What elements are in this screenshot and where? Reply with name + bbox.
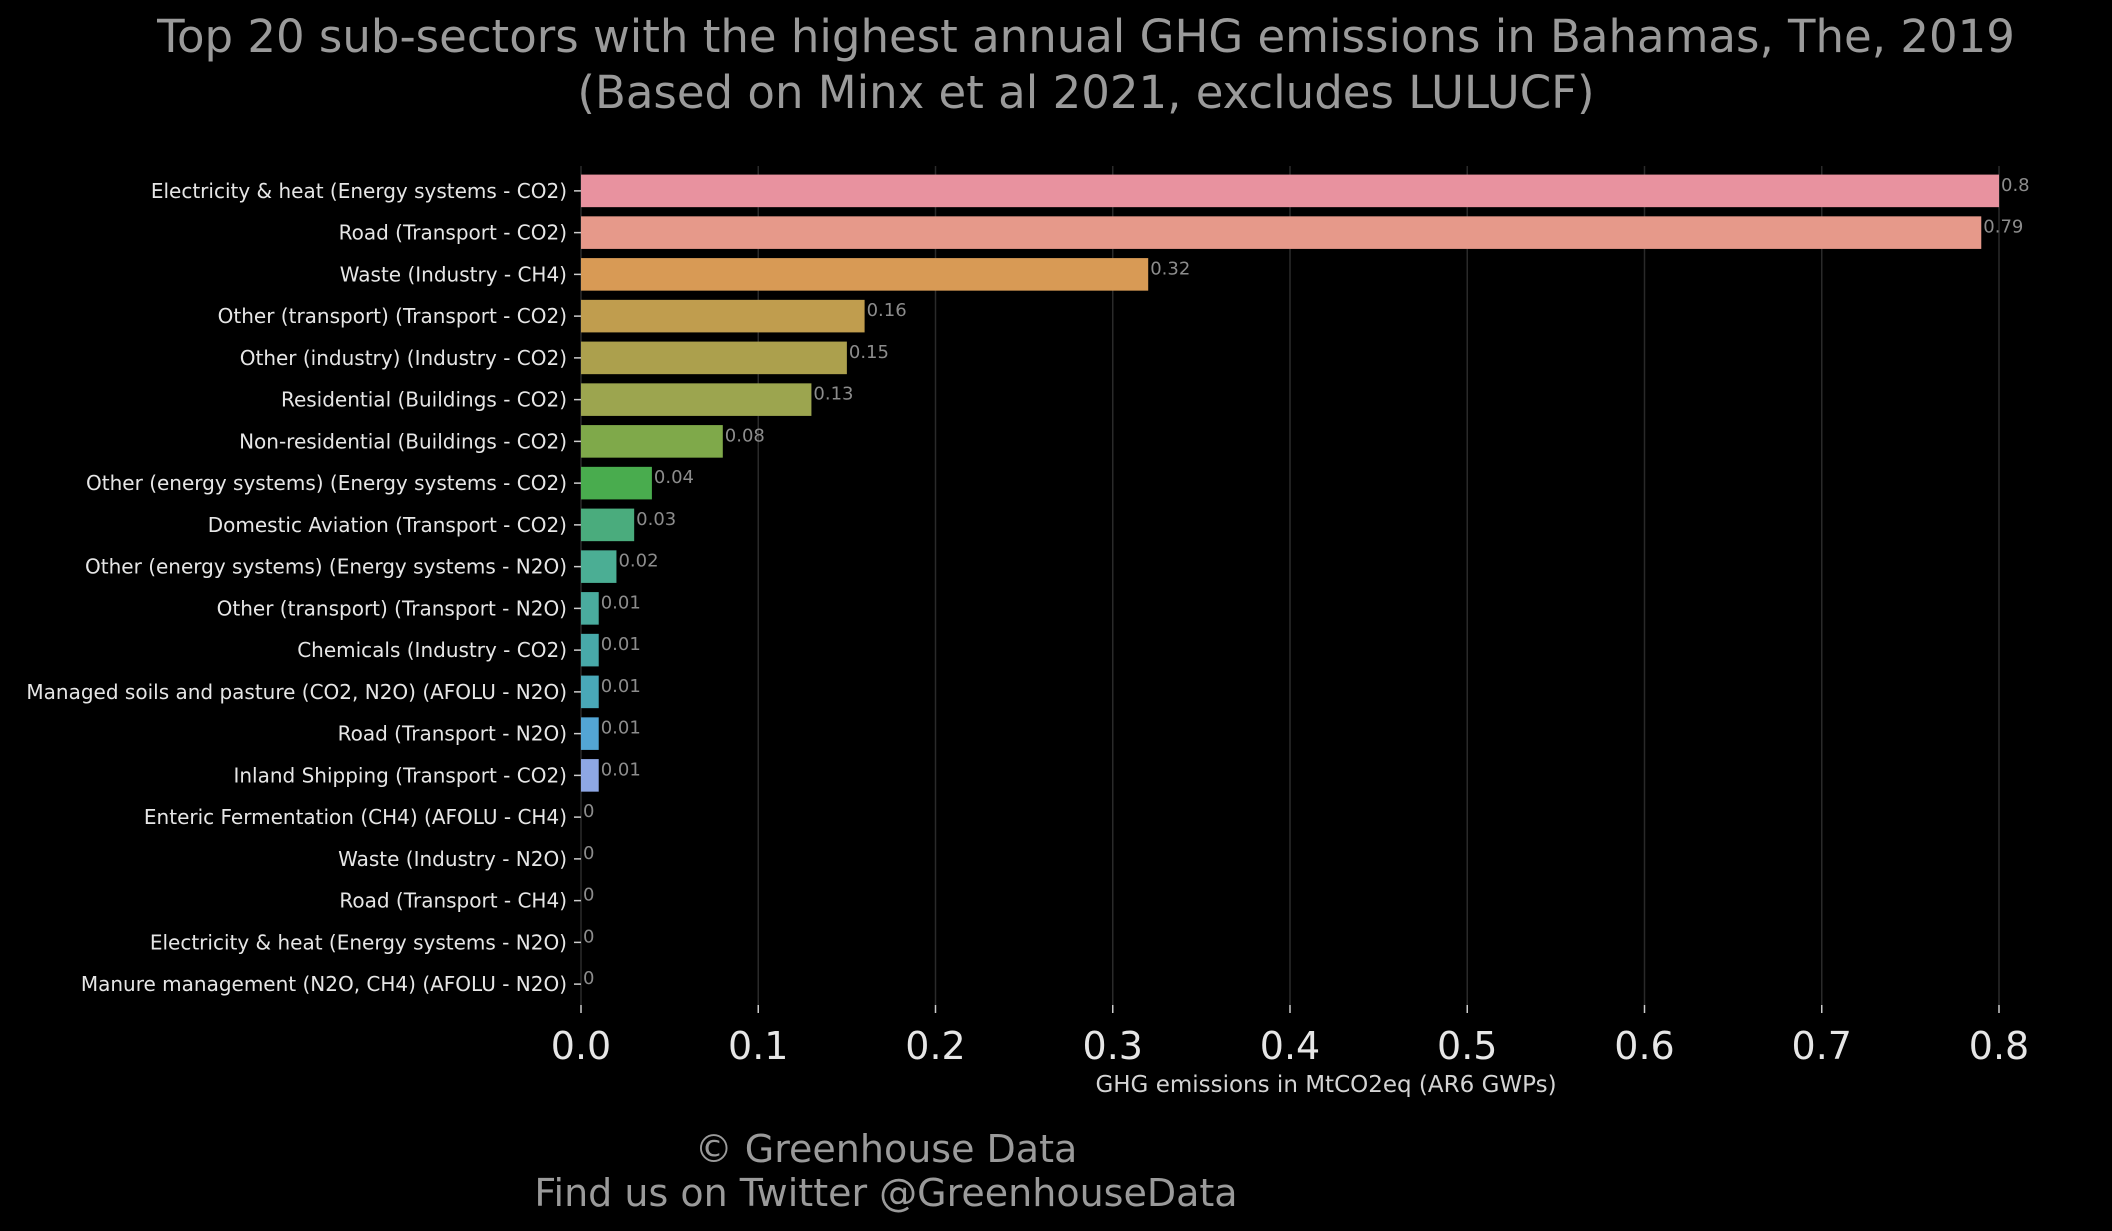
x-tick-label: 0.3 — [1083, 1024, 1143, 1068]
bar — [581, 717, 599, 750]
bar — [581, 299, 865, 333]
bar — [581, 341, 847, 375]
x-tick-label: 0.2 — [905, 1024, 965, 1068]
value-label: 0.01 — [601, 592, 641, 613]
category-label: Managed soils and pasture (CO2, N2O) (AF… — [26, 680, 567, 704]
footer-copyright: © Greenhouse Data — [694, 1127, 1078, 1171]
value-label: 0.03 — [636, 509, 676, 530]
category-label: Other (energy systems) (Energy systems -… — [85, 555, 567, 579]
bar — [581, 174, 1999, 208]
category-label: Domestic Aviation (Transport - CO2) — [208, 513, 567, 537]
category-label: Road (Transport - CO2) — [339, 221, 567, 245]
category-label: Other (transport) (Transport - CO2) — [218, 304, 567, 328]
chart-subtitle: (Based on Minx et al 2021, excludes LULU… — [577, 66, 1595, 119]
x-tick-label: 0.4 — [1260, 1024, 1320, 1068]
x-tick-label: 0.5 — [1437, 1024, 1497, 1068]
bar — [581, 425, 723, 458]
bar — [581, 633, 599, 667]
value-label: 0.16 — [867, 300, 907, 321]
value-label: 0.8 — [2001, 175, 2030, 196]
x-tick-label: 0.8 — [1969, 1024, 2029, 1068]
value-label: 0 — [583, 843, 594, 864]
grid-lines — [580, 166, 2000, 1005]
x-tick-label: 0.7 — [1792, 1024, 1852, 1068]
category-label: Other (industry) (Industry - CO2) — [240, 346, 567, 370]
value-label: 0.01 — [601, 634, 641, 655]
x-tick-labels: 0.0 0.1 0.2 0.3 0.4 0.5 0.6 0.7 0.8 — [551, 1005, 2029, 1068]
value-label: 0.32 — [1150, 258, 1190, 279]
category-label: Non-residential (Buildings - CO2) — [239, 429, 567, 453]
x-tick-label: 0.1 — [728, 1024, 788, 1068]
bar — [581, 466, 652, 500]
x-tick-label: 0.6 — [1614, 1024, 1674, 1068]
value-label: 0.01 — [601, 718, 641, 739]
value-label: 0.79 — [1983, 217, 2023, 238]
value-label: 0.08 — [725, 425, 765, 446]
category-label: Waste (Industry - CH4) — [340, 262, 567, 286]
value-label: 0 — [583, 968, 594, 989]
footer-twitter: Find us on Twitter @GreenhouseData — [534, 1171, 1238, 1215]
category-label: Enteric Fermentation (CH4) (AFOLU - CH4) — [144, 805, 567, 829]
value-label: 0 — [583, 801, 594, 822]
value-labels: 0.8 0.79 0.32 0.16 0.15 0.13 0.08 0.04 0.03 0.02 0… — [583, 175, 2030, 989]
x-tick-label: 0.0 — [551, 1024, 611, 1068]
category-label: Road (Transport - N2O) — [338, 722, 567, 746]
bar — [581, 592, 599, 625]
value-label: 0 — [583, 926, 594, 947]
x-axis-label: GHG emissions in MtCO2eq (AR6 GWPs) — [1095, 1072, 1556, 1098]
category-label: Other (energy systems) (Energy systems -… — [86, 471, 567, 495]
category-label: Other (transport) (Transport - N2O) — [217, 596, 567, 620]
bar — [581, 258, 1149, 291]
value-label: 0.02 — [618, 551, 658, 572]
category-label: Manure management (N2O, CH4) (AFOLU - N2… — [81, 972, 567, 996]
chart-title: Top 20 sub-sectors with the highest annu… — [157, 10, 2015, 63]
category-label: Chemicals (Industry - CO2) — [297, 638, 567, 662]
category-label: Waste (Industry - N2O) — [338, 847, 567, 871]
bar — [581, 759, 599, 792]
category-labels: Electricity & heat (Energy systems - CO2… — [26, 179, 581, 996]
bar — [581, 508, 635, 542]
bar — [581, 550, 617, 583]
value-label: 0 — [583, 885, 594, 906]
category-label: Electricity & heat (Energy systems - CO2… — [151, 179, 567, 203]
category-label: Residential (Buildings - CO2) — [281, 388, 567, 412]
bar — [581, 216, 1982, 249]
bar — [581, 383, 812, 416]
category-label: Inland Shipping (Transport - CO2) — [233, 763, 567, 787]
value-label: 0.01 — [601, 759, 641, 780]
category-label: Road (Transport - CH4) — [339, 889, 567, 913]
value-label: 0.01 — [601, 676, 641, 697]
value-label: 0.04 — [654, 467, 694, 488]
value-label: 0.13 — [813, 384, 853, 405]
value-label: 0.15 — [849, 342, 889, 363]
bars — [581, 174, 1999, 792]
bar — [581, 675, 599, 709]
category-label: Electricity & heat (Energy systems - N2O… — [150, 930, 567, 954]
